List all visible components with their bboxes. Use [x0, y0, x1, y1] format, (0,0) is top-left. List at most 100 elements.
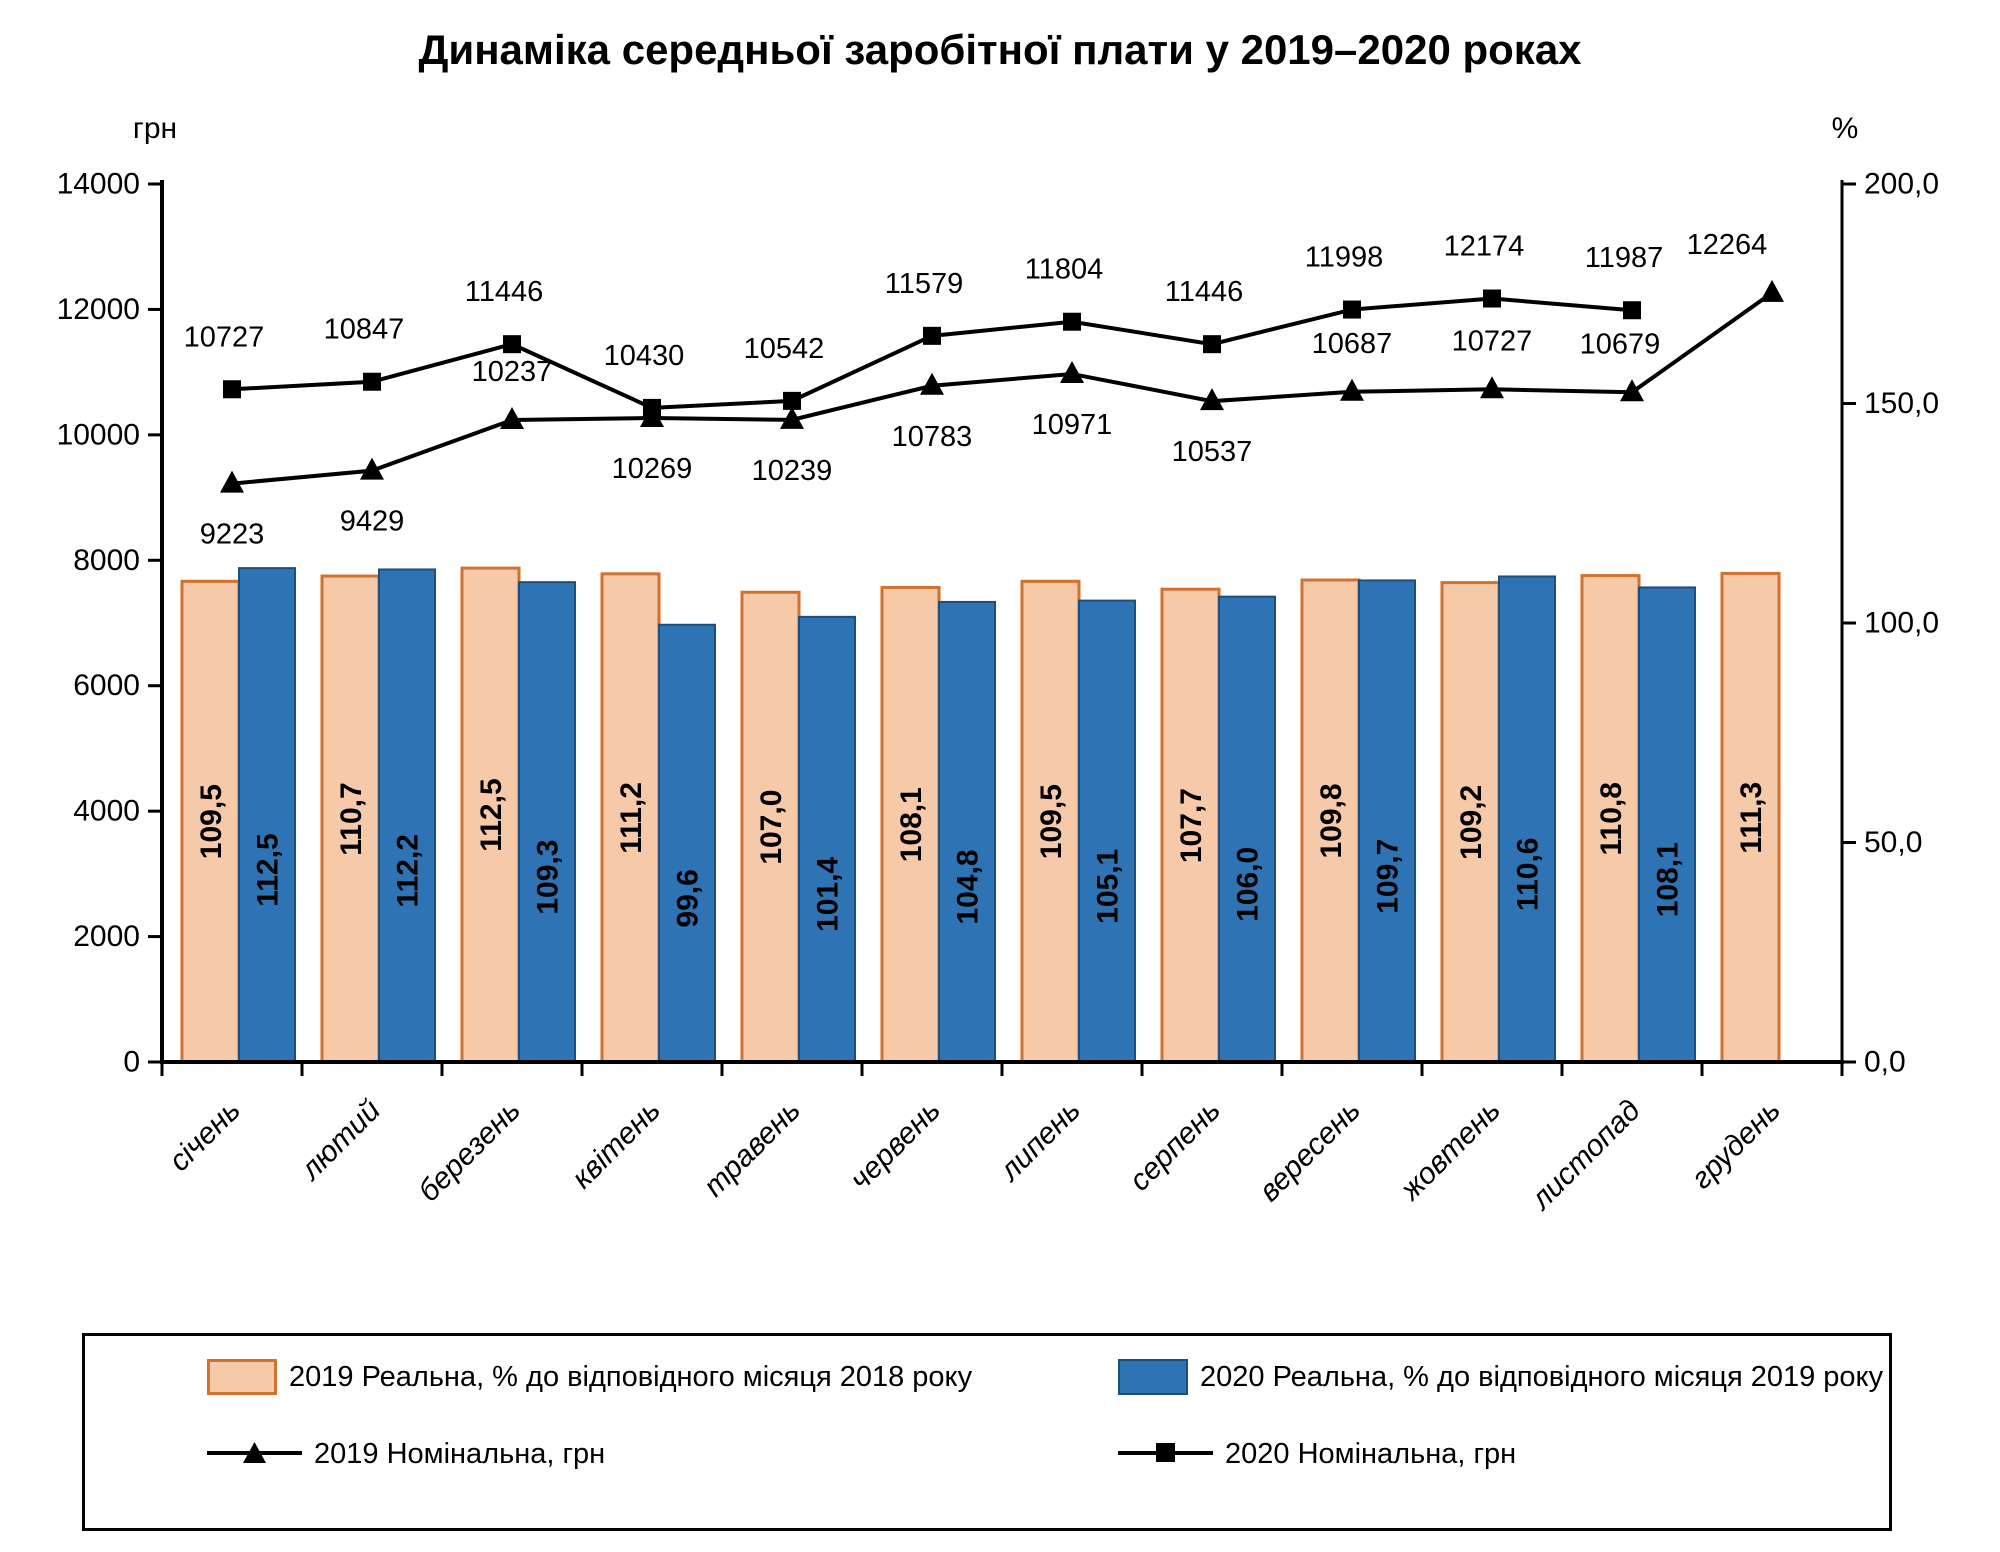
data-label-nom2019: 10537	[1172, 436, 1253, 468]
data-label-nom2020: 12174	[1444, 231, 1525, 263]
bar-label-real2020: 109,7	[1372, 839, 1405, 914]
bar-label-real2019: 107,7	[1175, 788, 1208, 863]
bar-label-real2020: 106,0	[1232, 847, 1265, 922]
month-label: жовтень	[1393, 1094, 1507, 1208]
bar-label-real2020: 99,6	[672, 869, 705, 927]
data-label-nom2020: 11804	[1025, 254, 1104, 286]
data-label-nom2020: 11987	[1585, 242, 1664, 274]
square-marker-icon	[223, 380, 241, 399]
bar-real2020	[1358, 579, 1416, 1063]
data-label-nom2020: 11446	[465, 276, 544, 308]
left-axis-unit-label: грн	[132, 112, 178, 145]
triangle-marker-icon	[1200, 388, 1224, 411]
data-label-nom2019: 10971	[1032, 409, 1113, 441]
right-axis-tick-label: 50,0	[1864, 826, 1922, 859]
bar-label-real2019: 109,5	[195, 784, 228, 859]
left-axis-tick-label: 2000	[73, 920, 140, 953]
legend-item-2020-nominal: 2020 Номінальна, грн	[1118, 1432, 1516, 1476]
bar-label-real2019: 109,8	[1315, 783, 1348, 858]
legend-label-2020-real: 2020 Реальна, % до відповідного місяця 2…	[1200, 1360, 1884, 1393]
bar-real2019	[320, 574, 381, 1064]
legend: 2019 Реальна, % до відповідного місяця 2…	[82, 1333, 1892, 1531]
bar-label-real2019: 108,1	[895, 787, 928, 862]
data-label-nom2020: 11579	[885, 268, 964, 300]
triangle-marker-icon	[920, 372, 944, 395]
triangle-marker-icon	[500, 406, 524, 429]
month-label: червень	[844, 1094, 947, 1197]
month-label: вересень	[1253, 1094, 1367, 1208]
data-label-nom2019: 10237	[472, 356, 553, 388]
data-label-nom2019: 9223	[200, 519, 265, 551]
data-label-nom2019: 10239	[752, 455, 833, 487]
bar-label-real2020: 110,6	[1512, 838, 1545, 911]
data-label-nom2019: 12264	[1687, 229, 1768, 261]
legend-label-2020-nominal: 2020 Номінальна, грн	[1225, 1437, 1517, 1470]
bar-label-real2020: 101,4	[812, 857, 845, 932]
data-label-nom2019: 9429	[340, 506, 405, 538]
month-label: липень	[992, 1094, 1087, 1189]
legend-label-2019-real: 2019 Реальна, % до відповідного місяця 2…	[289, 1360, 973, 1393]
legend-item-2019-nominal: 2019 Номінальна, грн	[207, 1432, 605, 1476]
data-label-nom2019: 10679	[1580, 328, 1661, 360]
right-axis-tick-label: 200,0	[1864, 168, 1939, 201]
right-axis-tick-label: 100,0	[1864, 607, 1939, 640]
bar-label-real2020: 105,1	[1092, 849, 1125, 924]
legend-triangle-marker-icon	[207, 1437, 302, 1472]
square-marker-icon	[1623, 301, 1641, 320]
bar-label-real2019: 107,0	[755, 790, 788, 865]
square-marker-icon	[1203, 335, 1221, 354]
bar-label-real2020: 112,5	[252, 833, 285, 906]
bar-real2020	[798, 615, 856, 1063]
line-nom2019	[231, 291, 1774, 486]
triangle-marker-icon	[360, 457, 384, 480]
legend-swatch-2020-real-bar-icon	[1118, 1359, 1188, 1395]
chart-title: Динаміка середньої заробітної плати у 20…	[418, 26, 1582, 73]
month-label: квітень	[566, 1094, 667, 1195]
square-marker-icon	[503, 335, 521, 354]
legend-square-marker-icon	[1118, 1437, 1213, 1472]
left-axis-tick-label: 8000	[73, 544, 140, 577]
month-label: січень	[163, 1094, 247, 1178]
data-label-nom2019: 10687	[1312, 328, 1393, 360]
bar-real2020	[1498, 575, 1556, 1063]
bar-label-real2019: 112,5	[475, 778, 508, 851]
month-label: серпень	[1123, 1094, 1227, 1198]
left-axis-tick-label: 12000	[57, 293, 140, 326]
bar-real2020	[518, 581, 576, 1063]
data-label-nom2020: 10430	[604, 340, 685, 372]
bar-label-real2019: 111,2	[615, 782, 648, 854]
left-axis-tick-label: 10000	[57, 418, 140, 451]
bar-real2020	[1638, 586, 1696, 1063]
square-marker-icon	[1483, 289, 1501, 308]
left-axis-tick-label: 6000	[73, 669, 140, 702]
legend-label-2019-nominal: 2019 Номінальна, грн	[314, 1437, 606, 1470]
bar-label-real2020: 108,1	[1652, 842, 1685, 917]
triangle-marker-icon	[780, 406, 804, 429]
bar-label-real2020: 109,3	[532, 840, 565, 915]
triangle-marker-icon	[1340, 378, 1364, 401]
bar-real2019	[1440, 581, 1501, 1064]
triangle-marker-icon	[220, 470, 244, 493]
right-axis-tick-label: 0,0	[1864, 1046, 1906, 1079]
month-label: листопад	[1523, 1094, 1647, 1218]
left-axis-tick-label: 4000	[73, 795, 140, 828]
data-label-nom2020: 10542	[744, 333, 825, 365]
bar-label-real2020: 112,2	[392, 834, 425, 907]
data-label-nom2019: 10783	[892, 421, 973, 453]
triangle-marker-icon	[1060, 360, 1084, 383]
left-axis-tick-label: 0	[123, 1046, 140, 1079]
month-label: лютий	[293, 1093, 387, 1187]
data-label-nom2020: 10727	[184, 321, 265, 353]
data-label-nom2019: 10727	[1452, 325, 1533, 357]
data-label-nom2019: 10269	[612, 453, 693, 485]
square-marker-icon	[1343, 300, 1361, 319]
bar-label-real2019: 109,5	[1035, 784, 1068, 859]
month-label: грудень	[1685, 1094, 1787, 1196]
square-marker-icon	[783, 391, 801, 410]
bar-real2019	[1160, 587, 1221, 1064]
bar-label-real2019: 109,2	[1455, 785, 1488, 860]
triangle-marker-icon	[1620, 379, 1644, 402]
data-label-nom2020: 11998	[1305, 242, 1384, 274]
bar-label-real2020: 104,8	[952, 849, 985, 924]
